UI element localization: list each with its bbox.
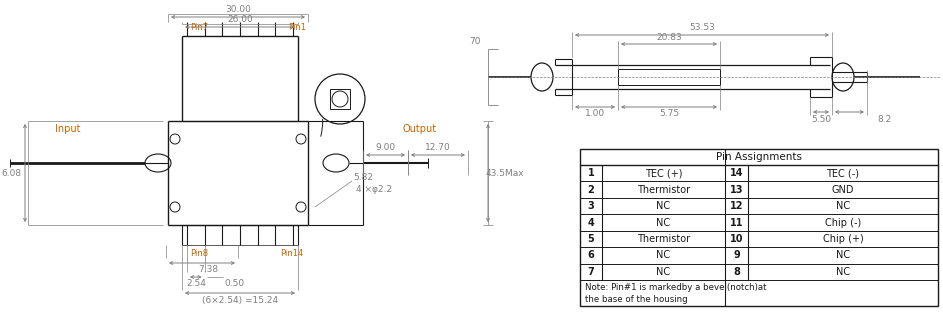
Text: 7: 7 bbox=[587, 267, 594, 277]
Text: 7.38: 7.38 bbox=[198, 266, 218, 274]
Text: Pin8: Pin8 bbox=[190, 248, 208, 257]
Text: 5: 5 bbox=[587, 234, 594, 244]
Text: Pin7: Pin7 bbox=[190, 24, 208, 33]
Text: Pin1: Pin1 bbox=[288, 24, 306, 33]
Text: 5.82: 5.82 bbox=[353, 174, 373, 182]
Text: (6×2.54) =15.24: (6×2.54) =15.24 bbox=[202, 295, 278, 305]
Text: Pin Assignments: Pin Assignments bbox=[716, 152, 802, 162]
Text: 2: 2 bbox=[587, 185, 594, 195]
Text: Note: Pin#1 is markedby a bevel(notch)at: Note: Pin#1 is markedby a bevel(notch)at bbox=[585, 284, 767, 293]
Text: 0.50: 0.50 bbox=[224, 279, 245, 289]
Text: 3: 3 bbox=[587, 201, 594, 211]
Text: NC: NC bbox=[656, 201, 670, 211]
Text: 13: 13 bbox=[730, 185, 743, 195]
Bar bbox=[580, 149, 938, 306]
Text: 53.53: 53.53 bbox=[689, 24, 715, 33]
Text: 12: 12 bbox=[730, 201, 743, 211]
Text: 14: 14 bbox=[730, 168, 743, 178]
Text: 2.54: 2.54 bbox=[186, 279, 206, 289]
Text: 1: 1 bbox=[587, 168, 594, 178]
Text: 9: 9 bbox=[733, 250, 740, 260]
Text: 5.75: 5.75 bbox=[659, 110, 679, 118]
Text: 30.00: 30.00 bbox=[225, 4, 251, 14]
Text: Pin14: Pin14 bbox=[280, 248, 304, 257]
Text: Input: Input bbox=[56, 124, 81, 134]
Text: Chip (-): Chip (-) bbox=[825, 218, 861, 228]
Text: NC: NC bbox=[656, 218, 670, 228]
Text: 10: 10 bbox=[730, 234, 743, 244]
Text: GND: GND bbox=[832, 185, 854, 195]
Text: 6: 6 bbox=[587, 250, 594, 260]
Text: 70: 70 bbox=[470, 37, 481, 46]
Text: 1.00: 1.00 bbox=[585, 110, 605, 118]
Text: 6.08: 6.08 bbox=[1, 169, 21, 177]
Text: 20.83: 20.83 bbox=[656, 33, 682, 41]
Text: the base of the housing: the base of the housing bbox=[585, 295, 687, 304]
Text: Thermistor: Thermistor bbox=[637, 185, 690, 195]
Text: 43.5Max: 43.5Max bbox=[486, 169, 524, 177]
Text: 4 ×φ2.2: 4 ×φ2.2 bbox=[356, 185, 392, 193]
Text: 12.70: 12.70 bbox=[425, 143, 451, 153]
Text: NC: NC bbox=[835, 201, 850, 211]
Text: 4: 4 bbox=[587, 218, 594, 228]
Text: Thermistor: Thermistor bbox=[637, 234, 690, 244]
Text: 8: 8 bbox=[733, 267, 740, 277]
Text: Output: Output bbox=[403, 124, 437, 134]
Text: NC: NC bbox=[656, 250, 670, 260]
Text: TEC (-): TEC (-) bbox=[826, 168, 859, 178]
Text: NC: NC bbox=[835, 267, 850, 277]
Bar bbox=[330, 89, 350, 109]
Text: Chip (+): Chip (+) bbox=[822, 234, 864, 244]
Text: TEC (+): TEC (+) bbox=[645, 168, 682, 178]
Text: 8.2: 8.2 bbox=[877, 115, 891, 123]
Text: NC: NC bbox=[835, 250, 850, 260]
Text: 11: 11 bbox=[730, 218, 743, 228]
Text: NC: NC bbox=[656, 267, 670, 277]
Text: 9.00: 9.00 bbox=[375, 143, 395, 153]
Text: 5.50: 5.50 bbox=[811, 115, 831, 123]
Text: 26.00: 26.00 bbox=[227, 14, 253, 24]
